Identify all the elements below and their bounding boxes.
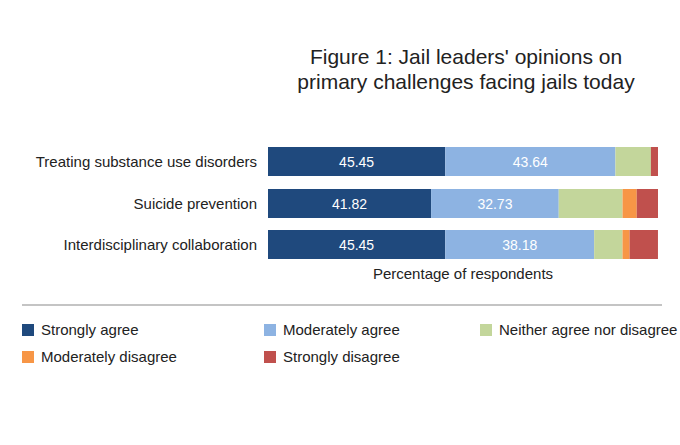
bar-segment [615, 147, 650, 176]
bar-segment [445, 147, 615, 176]
separator [22, 304, 662, 305]
data-labels: 45.45 43.64 41.82 32.73 45.45 38.18 [332, 154, 548, 253]
bar-segment [630, 230, 658, 259]
bar-segment [623, 189, 637, 218]
bar-segment [268, 147, 445, 176]
data-label: 45.45 [339, 154, 374, 170]
legend-swatch [264, 324, 276, 336]
title-line: primary challenges facing jails today [297, 70, 635, 93]
bar-segment [637, 189, 658, 218]
bar-segment [559, 189, 623, 218]
legend-label: Neither agree nor disagree [499, 321, 677, 338]
x-axis-label: Percentage of respondents [373, 265, 553, 282]
category-label: Treating substance use disorders [36, 153, 257, 170]
data-label: 45.45 [339, 237, 374, 253]
bar-segment [268, 189, 431, 218]
title-line: Figure 1: Jail leaders' opinions on [310, 45, 622, 68]
bar-segment [431, 189, 559, 218]
legend-label: Strongly agree [41, 321, 139, 338]
legend-swatch [480, 324, 492, 336]
data-label: 41.82 [332, 196, 367, 212]
title: Figure 1: Jail leaders' opinions onprima… [297, 45, 635, 93]
legend-label: Strongly disagree [283, 348, 400, 365]
bar-segment [651, 147, 658, 176]
category-label: Interdisciplinary collaboration [64, 236, 257, 253]
data-label: 43.64 [513, 154, 548, 170]
legend-swatch [22, 351, 34, 363]
legend-label: Moderately disagree [41, 348, 177, 365]
chart: Figure 1: Jail leaders' opinions onprima… [0, 0, 680, 445]
bar-segment [594, 230, 622, 259]
bar-segment [268, 230, 445, 259]
legend-label: Moderately agree [283, 321, 400, 338]
bar-segment [445, 230, 594, 259]
legend: Strongly agree Moderately agree Neither ag… [22, 321, 677, 365]
bar-segment [623, 230, 630, 259]
data-label: 32.73 [477, 196, 512, 212]
data-label: 38.18 [502, 237, 537, 253]
legend-swatch [264, 351, 276, 363]
bars [268, 147, 658, 259]
category-label: Suicide prevention [134, 195, 257, 212]
legend-swatch [22, 324, 34, 336]
